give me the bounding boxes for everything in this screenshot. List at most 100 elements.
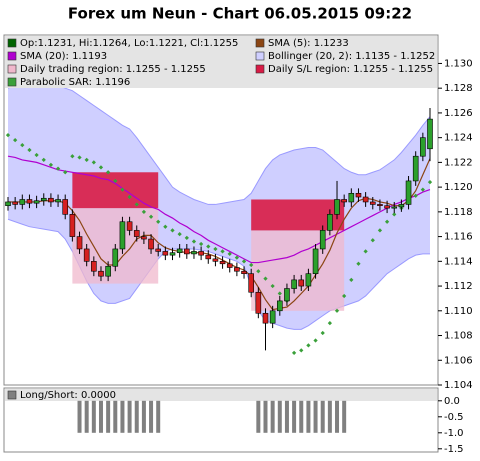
sar-dot	[349, 277, 354, 282]
legend-label: Bollinger (20, 2): 1.1135 - 1.1252	[268, 51, 435, 62]
sar-dot	[106, 170, 111, 175]
long-short-bar	[120, 400, 125, 433]
candle-body	[112, 248, 119, 267]
sar-dot	[5, 133, 11, 138]
candle-body	[341, 199, 347, 203]
long-short-bar	[263, 400, 268, 433]
sar-dot	[170, 228, 175, 233]
sar-dot	[148, 214, 154, 219]
y-tick-label: 1.104	[444, 380, 473, 391]
candle-body	[191, 251, 197, 255]
sar-dot	[13, 138, 18, 143]
legend-label: Long/Short: 0.0000	[20, 390, 116, 401]
sar-dot	[227, 251, 232, 257]
sar-dot	[27, 147, 32, 153]
long-short-bar	[106, 400, 111, 433]
y-tick-label: 1.124	[444, 133, 473, 144]
y-tick-label: 1.130	[444, 58, 473, 69]
long-short-bar	[134, 400, 139, 433]
legend-label: Daily S/L region: 1.1255 - 1.1255	[268, 64, 433, 75]
candle-body	[305, 273, 312, 287]
candle-body	[19, 199, 26, 205]
y-tick-label: 1.106	[444, 355, 473, 366]
legend-label: SMA (20): 1.1193	[20, 51, 107, 62]
long-short-bar	[113, 400, 118, 433]
legend-label: SMA (5): 1.1233	[268, 38, 349, 49]
sar-dot	[363, 249, 368, 254]
candle-body	[412, 155, 419, 182]
candle-body	[148, 238, 154, 250]
candle-body	[212, 258, 219, 262]
y-tick-label: 1.118	[444, 207, 473, 218]
legend-swatch	[255, 51, 265, 61]
long-short-bar	[277, 400, 282, 433]
legend-swatch	[7, 51, 17, 61]
candle-body	[226, 263, 233, 268]
legend-swatch	[255, 38, 265, 48]
candle-body	[33, 200, 40, 204]
sar-dot	[263, 276, 268, 281]
y-tick-label: 1.120	[444, 182, 473, 193]
legend-swatch	[255, 64, 265, 74]
candle-body	[76, 236, 83, 250]
long-short-bar	[256, 400, 261, 433]
long-short-bar	[156, 400, 161, 433]
y-tick-label: 1.108	[444, 331, 473, 342]
chart-title: Forex um Neun - Chart 06.05.2015 09:22	[68, 5, 412, 23]
sar-dot	[313, 338, 318, 343]
long-short-bar	[342, 400, 347, 433]
candle-body	[348, 193, 355, 203]
candle-body	[169, 252, 176, 256]
sar-dot	[206, 244, 211, 249]
legend-label: Daily trading region: 1.1255 - 1.1255	[20, 64, 206, 75]
candle-body	[141, 236, 147, 240]
candle-body	[62, 199, 69, 215]
long-short-bar	[313, 400, 318, 433]
sar-dot	[63, 170, 68, 175]
sma20-line	[7, 155, 431, 264]
sar-dot	[141, 209, 147, 214]
candle-body	[248, 273, 254, 293]
sar-dot	[127, 194, 132, 200]
sar-dot	[291, 350, 297, 355]
candle-body	[391, 206, 398, 209]
candle-body	[69, 214, 76, 237]
sl-region	[72, 172, 159, 209]
candle-body	[262, 312, 269, 324]
long-short-bar	[127, 400, 132, 433]
candle-body	[427, 118, 433, 150]
candle-body	[355, 193, 362, 198]
sar-dot	[134, 202, 139, 207]
candle-body	[219, 261, 226, 265]
sar-dot	[77, 155, 82, 160]
y-tick-label: 1.122	[444, 157, 473, 168]
y-tick-label: 1.128	[444, 83, 473, 94]
candle-body	[319, 230, 326, 250]
sar-dot	[191, 239, 197, 244]
candle-body	[420, 137, 426, 157]
legend-label: Op:1.1231, Hi:1.1264, Lo:1.1221, Cl:1.12…	[20, 38, 238, 49]
candle-body	[105, 265, 111, 277]
long-short-bar	[320, 400, 325, 433]
candle-body	[98, 270, 104, 277]
long-short-bar	[306, 400, 311, 433]
sar-dot	[320, 330, 325, 336]
candle-body	[312, 248, 319, 274]
long-short-bar	[292, 400, 297, 433]
sar-dot	[41, 157, 46, 163]
sar-dot	[34, 152, 39, 158]
sar-dot	[356, 261, 361, 266]
sar-dot	[91, 160, 96, 165]
sar-dot	[370, 238, 375, 243]
y-tick-label: 0.0	[444, 396, 460, 407]
sar-dot	[334, 308, 340, 313]
sar-dot	[156, 219, 161, 224]
candle-body	[119, 221, 126, 250]
candle-body	[334, 199, 340, 215]
candle-body	[176, 248, 183, 253]
sar-dot	[20, 142, 25, 148]
long-short-bar	[335, 400, 340, 433]
candle-body	[269, 310, 276, 324]
candle-body	[377, 204, 383, 206]
sar-dot	[120, 187, 125, 192]
